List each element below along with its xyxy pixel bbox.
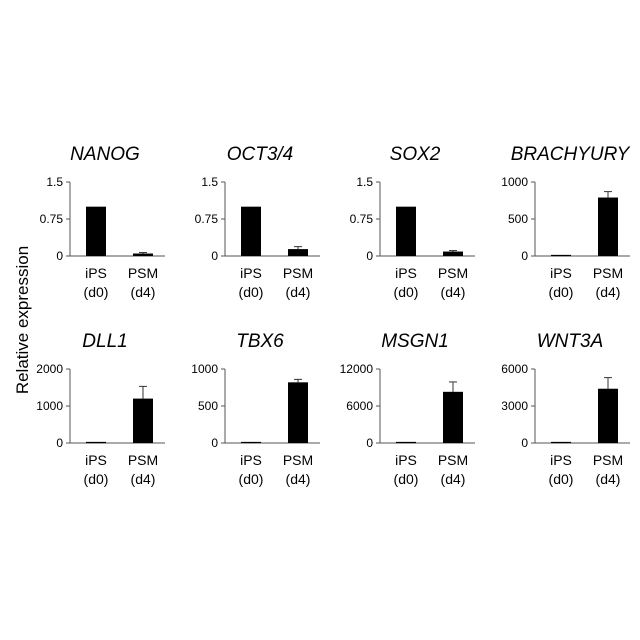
y-tick-label: 1.5 [46,175,63,189]
panel-title: SOX2 [390,144,441,165]
x-category-label: iPS(d0) [84,265,109,300]
panel-title: BRACHYURY [511,144,631,165]
bar [288,382,308,443]
y-tick-label: 500 [508,212,528,226]
x-category-label: PSM(d4) [438,452,468,487]
chart-panels: NANOG 0 0.75 1.5 iPS(d0) PSM(d4) OCT3/4 0 0.75 1.… [36,144,630,487]
bar [288,249,308,256]
bar [396,207,416,256]
y-tick-label: 12000 [340,362,374,376]
y-tick-label: 0 [211,436,218,450]
panel-title: OCT3/4 [227,144,294,165]
panel-title: MSGN1 [381,331,449,352]
y-tick-label: 0.75 [195,212,219,226]
x-category-label: PSM(d4) [128,452,158,487]
x-category-label: iPS(d0) [84,452,109,487]
x-category-label: PSM(d4) [593,452,623,487]
x-category-label: iPS(d0) [239,452,264,487]
bar [241,207,261,256]
y-tick-label: 0 [521,436,528,450]
y-tick-label: 0 [366,249,373,263]
y-tick-label: 0 [366,436,373,450]
y-tick-label: 0 [56,436,63,450]
bar [443,252,463,256]
x-category-label: iPS(d0) [394,452,419,487]
chart-panel-7: MSGN1 0 6000 12000 iPS(d0) PSM(d4) [340,331,475,487]
chart-panel-6: TBX6 0 500 1000 iPS(d0) PSM(d4) [191,331,320,487]
x-category-label: PSM(d4) [283,452,313,487]
panel-title: NANOG [70,144,140,165]
y-tick-label: 1000 [501,175,528,189]
x-category-label: iPS(d0) [394,265,419,300]
panel-title: TBX6 [236,331,284,352]
x-category-label: iPS(d0) [239,265,264,300]
bar [86,207,106,256]
y-tick-label: 1.5 [201,175,218,189]
bar [133,399,153,443]
panel-title: DLL1 [82,331,127,352]
panel-title: WNT3A [537,331,604,352]
x-category-label: iPS(d0) [549,265,574,300]
chart-panel-4: BRACHYURY 0 500 1000 iPS(d0) PSM(d4) [501,144,630,300]
y-tick-label: 6000 [501,362,528,376]
chart-panel-2: OCT3/4 0 0.75 1.5 iPS(d0) PSM(d4) [195,144,320,300]
y-tick-label: 6000 [346,399,373,413]
y-tick-label: 0 [211,249,218,263]
y-tick-label: 3000 [501,399,528,413]
y-tick-label: 1000 [36,399,63,413]
y-tick-label: 0.75 [40,212,64,226]
bar [133,254,153,256]
y-tick-label: 0 [56,249,63,263]
y-tick-label: 1.5 [356,175,373,189]
y-axis-label: Relative expression [13,246,32,394]
chart-panel-1: NANOG 0 0.75 1.5 iPS(d0) PSM(d4) [40,144,165,300]
y-tick-label: 1000 [191,362,218,376]
x-category-label: PSM(d4) [438,265,468,300]
x-category-label: PSM(d4) [593,265,623,300]
y-tick-label: 0 [521,249,528,263]
x-category-label: PSM(d4) [128,265,158,300]
y-tick-label: 2000 [36,362,63,376]
y-tick-label: 0.75 [350,212,374,226]
bar [598,389,618,443]
bar [443,392,463,443]
chart-panel-5: DLL1 0 1000 2000 iPS(d0) PSM(d4) [36,331,165,487]
y-tick-label: 500 [198,399,218,413]
x-category-label: iPS(d0) [549,452,574,487]
chart-panel-3: SOX2 0 0.75 1.5 iPS(d0) PSM(d4) [350,144,475,300]
x-category-label: PSM(d4) [283,265,313,300]
bar [598,198,618,256]
chart-panel-8: WNT3A 0 3000 6000 iPS(d0) PSM(d4) [501,331,630,487]
